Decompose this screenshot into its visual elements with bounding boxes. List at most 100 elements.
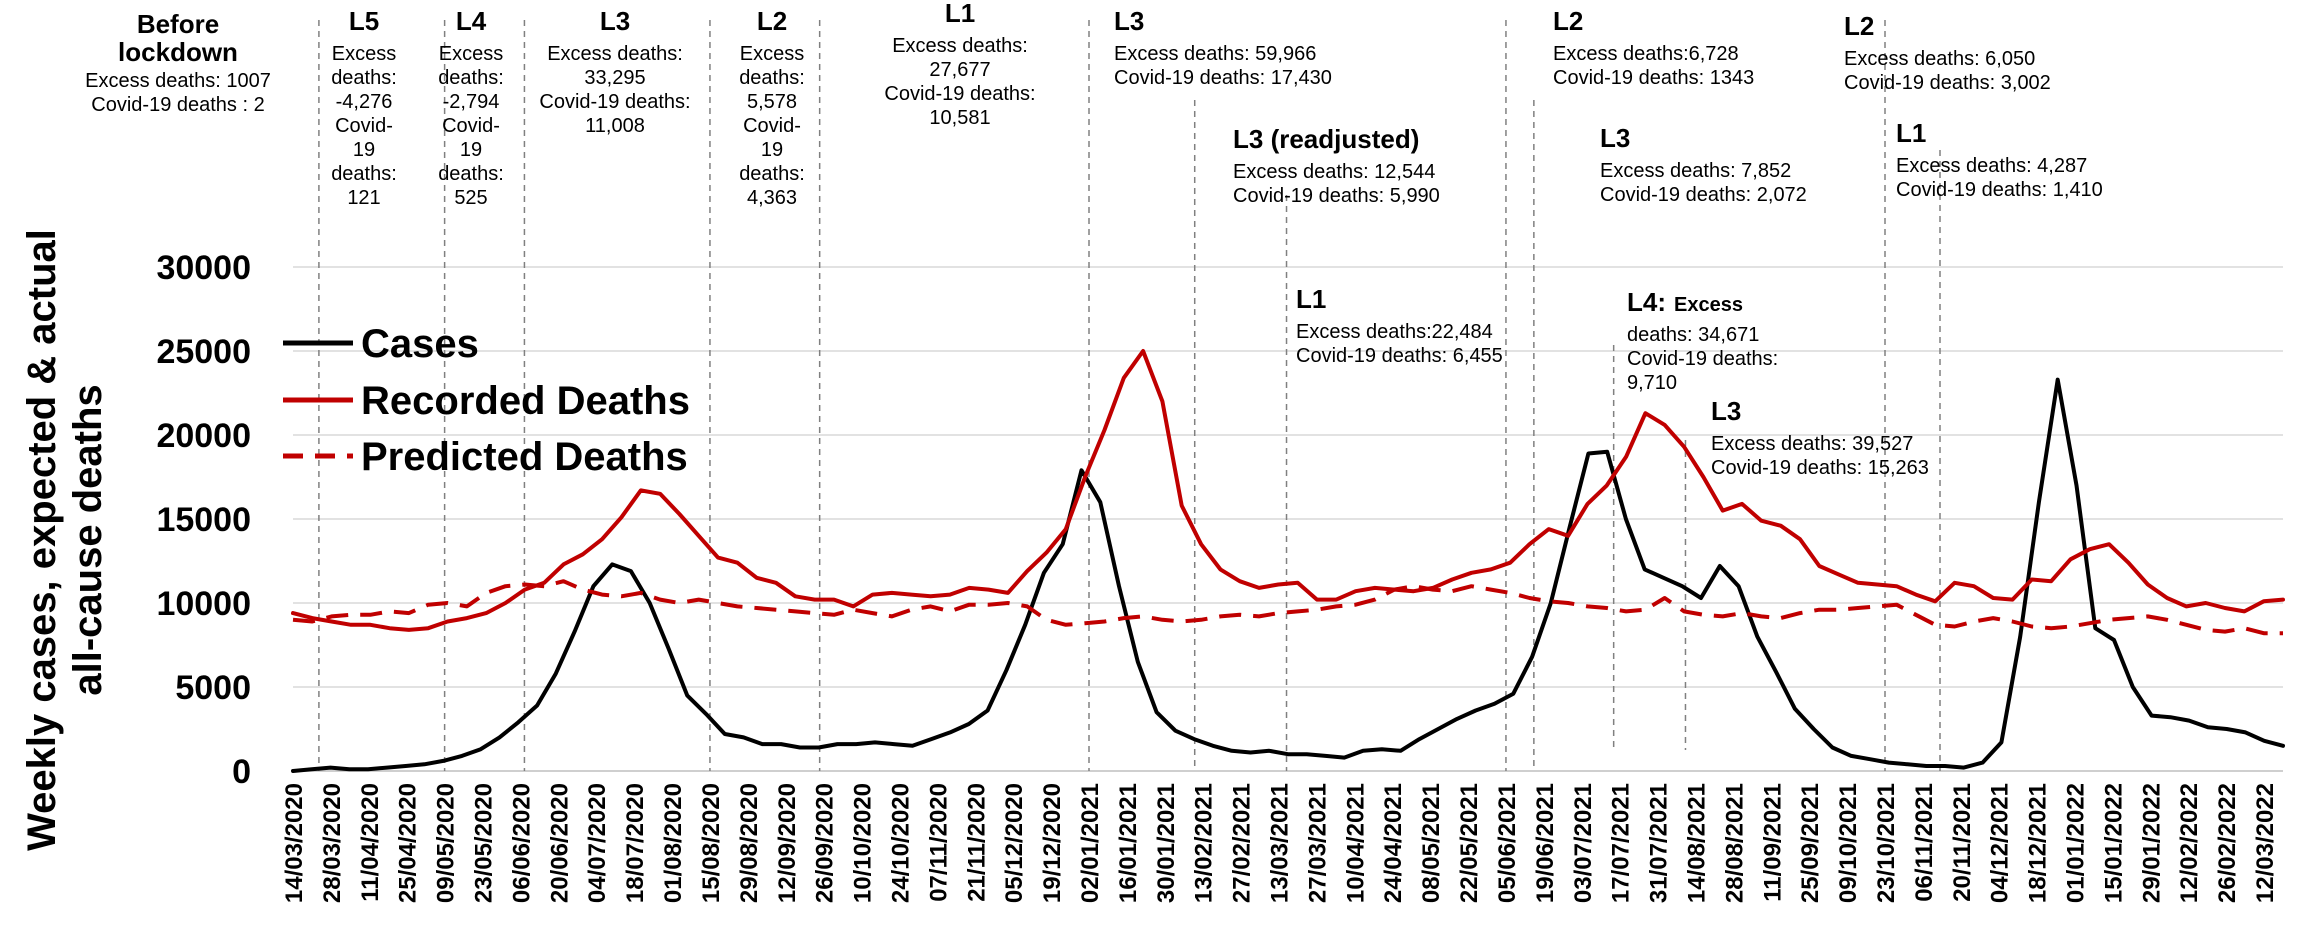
- phase-annotation-line: Excess deaths: 4,287: [1896, 155, 2087, 177]
- x-tick-label: 02/01/2021: [1077, 783, 1104, 903]
- phase-annotation-line: Covid-: [743, 115, 801, 137]
- phase-annotation-line: 33,295: [584, 67, 645, 89]
- phase-annotation-line: 525: [454, 187, 487, 209]
- y-tick-label: 10000: [156, 585, 251, 623]
- phase-annotation-line: 19: [353, 139, 375, 161]
- x-tick-label: 04/07/2020: [584, 783, 611, 903]
- phase-annotation-line: deaths:: [438, 163, 504, 185]
- series-line-recorded-deaths: [291, 349, 2285, 632]
- x-tick-label: 04/12/2021: [1987, 783, 2014, 903]
- x-tick-label: 15/01/2022: [2100, 783, 2127, 903]
- x-tick-label: 14/08/2021: [1683, 783, 1710, 903]
- phase-annotation-title: L1: [1896, 118, 1926, 148]
- x-tick-label: 19/06/2021: [1532, 783, 1559, 903]
- x-tick-label: 18/07/2020: [622, 783, 649, 903]
- y-tick-label: 25000: [156, 333, 251, 371]
- x-tick-label: 01/01/2022: [2063, 783, 2090, 903]
- x-tick-label: 13/02/2021: [1191, 783, 1218, 903]
- phase-annotation-title: L1: [1296, 284, 1326, 314]
- phase-annotation-title: L3: [1114, 6, 1144, 36]
- phase-annotation-title: lockdown: [118, 37, 238, 67]
- x-tick-label: 25/09/2021: [1797, 783, 1824, 903]
- phase-annotation-line: 11,008: [585, 115, 645, 137]
- phase-annotation-line: Covid-19 deaths: 5,990: [1233, 185, 1440, 207]
- y-axis-label-line: all-cause deaths: [66, 384, 110, 695]
- phase-annotation-line: 121: [347, 187, 380, 209]
- x-tick-label: 27/02/2021: [1229, 783, 1256, 903]
- x-tick-label: 10/10/2020: [850, 783, 877, 903]
- x-tick-label: 08/05/2021: [1418, 783, 1445, 903]
- phase-annotation-title: L1: [945, 0, 975, 28]
- phase-annotation-line: Covid-19 deaths:: [1627, 348, 1778, 370]
- legend-label: Predicted Deaths: [361, 435, 688, 479]
- phase-annotation-line: 27,677: [929, 59, 990, 81]
- phase-annotation-line: -2,794: [443, 91, 500, 113]
- x-tick-label: 28/08/2021: [1721, 783, 1748, 903]
- x-tick-label: 24/04/2021: [1380, 783, 1407, 903]
- phase-annotation-title: L3 (readjusted): [1233, 124, 1419, 154]
- phase-annotation-line: deaths: 34,671: [1627, 324, 1759, 346]
- x-tick-label: 15/08/2020: [698, 783, 725, 903]
- phase-annotation-title: L5: [349, 6, 379, 36]
- phase-annotation-title: L2: [757, 6, 787, 36]
- y-axis-label-line: Weekly cases, expected & actual: [20, 229, 64, 851]
- y-axis-label: Weekly cases, expected & actualall-cause…: [20, 229, 110, 851]
- y-axis-ticks: 0 5000 10000 15000 20000 25000 30000: [156, 249, 251, 791]
- phase-annotation-line: Covid-19 deaths : 2: [91, 94, 264, 116]
- phase-annotation-line: Covid-19 deaths: 1,410: [1896, 179, 2103, 201]
- phase-annotation-line: Excess deaths:6,728: [1553, 43, 1739, 65]
- phase-annotation-line: 10,581: [929, 107, 990, 129]
- x-tick-label: 19/12/2020: [1039, 783, 1066, 903]
- phase-annotation-line: Covid-19 deaths:: [884, 83, 1035, 105]
- phase-annotation-line: Covid-19 deaths: 1343: [1553, 67, 1754, 89]
- phase-annotation-line: deaths:: [331, 67, 397, 89]
- phase-annotation-line: deaths:: [331, 163, 397, 185]
- x-axis-ticks: 14/03/2020 28/03/2020 11/04/2020 25/04/2020…: [281, 783, 2279, 903]
- phase-annotation-line: Excess deaths: 12,544: [1233, 161, 1435, 183]
- x-tick-label: 31/07/2021: [1646, 783, 1673, 903]
- phase-annotation: L3 (readjusted) Excess deaths: 12,544Covi…: [1233, 124, 1440, 207]
- phase-annotation-inline: Excess: [1674, 294, 1743, 316]
- x-tick-label: 06/11/2021: [1911, 783, 1938, 902]
- x-tick-label: 01/08/2020: [660, 783, 687, 903]
- x-tick-label: 22/05/2021: [1456, 783, 1483, 903]
- phase-annotation-line: Covid-19 deaths: 2,072: [1600, 184, 1807, 206]
- x-tick-label: 23/05/2020: [471, 783, 498, 903]
- x-tick-label: 20/06/2020: [546, 783, 573, 903]
- x-tick-label: 26/02/2022: [2214, 783, 2241, 903]
- phase-annotation-line: Excess deaths:22,484: [1296, 321, 1493, 343]
- phase-annotation-line: Excess deaths: 59,966: [1114, 43, 1316, 65]
- x-tick-label: 16/01/2021: [1115, 783, 1142, 903]
- x-tick-label: 07/11/2020: [925, 783, 952, 902]
- x-tick-label: 12/03/2022: [2252, 783, 2279, 903]
- x-tick-label: 21/11/2020: [963, 783, 990, 902]
- phase-annotation-line: Covid-19 deaths: 3,002: [1844, 72, 2051, 94]
- phase-annotation-line: Covid-19 deaths: 15,263: [1711, 457, 1929, 479]
- y-tick-label: 5000: [175, 669, 251, 707]
- x-tick-label: 11/04/2020: [357, 783, 384, 902]
- x-tick-label: 09/05/2020: [433, 783, 460, 903]
- phase-annotation-title: L3: [1600, 123, 1630, 153]
- x-tick-label: 12/09/2020: [774, 783, 801, 903]
- phase-annotation-line: Excess deaths: 1007: [85, 70, 271, 92]
- x-tick-label: 12/02/2022: [2176, 783, 2203, 903]
- gridlines: [293, 266, 2283, 772]
- x-tick-label: 26/09/2020: [812, 783, 839, 903]
- phase-annotation-line: 19: [761, 139, 783, 161]
- phase-annotation-title: L3: [1711, 396, 1741, 426]
- x-tick-label: 29/01/2022: [2138, 783, 2165, 903]
- phase-annotation-line: Excess: [740, 43, 804, 65]
- x-tick-label: 28/03/2020: [319, 783, 346, 903]
- phase-annotation-line: Excess deaths:: [892, 35, 1028, 57]
- phase-annotation-line: -4,276: [336, 91, 393, 113]
